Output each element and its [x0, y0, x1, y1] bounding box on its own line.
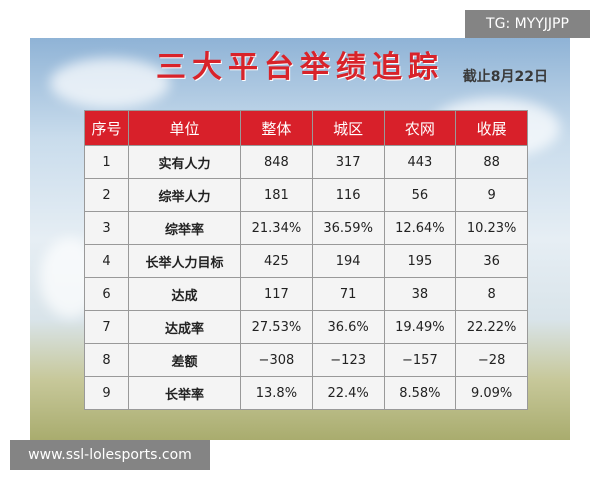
cell: 综举率	[127, 211, 242, 245]
cell: 317	[311, 145, 385, 179]
cell: 117	[240, 277, 313, 311]
cell: 实有人力	[127, 145, 242, 179]
cell: 6	[84, 277, 129, 311]
cell: 71	[311, 277, 385, 311]
cell: 195	[383, 244, 457, 278]
watermark: TG: MYYJJPP	[465, 10, 590, 38]
cell: 27.53%	[240, 310, 313, 344]
cell: 21.34%	[240, 211, 313, 245]
cell: 848	[240, 145, 313, 179]
cell: 达成率	[127, 310, 242, 344]
cell: 8	[455, 277, 528, 311]
cell: 36	[455, 244, 528, 278]
cell: 达成	[127, 277, 242, 311]
cloud	[50, 58, 170, 108]
cell: 长举人力目标	[127, 244, 242, 278]
row: 3 综举率 21.34% 36.59% 12.64% 10.23%	[84, 211, 528, 245]
cell: 8	[84, 343, 129, 377]
cell: 10.23%	[455, 211, 528, 245]
cell: 9	[84, 376, 129, 410]
cell: 443	[383, 145, 457, 179]
cell: 88	[455, 145, 528, 179]
row: 4 长举人力目标 425 194 195 36	[84, 244, 528, 278]
cell: 36.6%	[311, 310, 385, 344]
cell: 38	[383, 277, 457, 311]
cell: 长举率	[127, 376, 242, 410]
column-header: 序号	[84, 110, 129, 146]
cell: 4	[84, 244, 129, 278]
cell: 12.64%	[383, 211, 457, 245]
cell: 13.8%	[240, 376, 313, 410]
table: 序号 单位 整体 城区 农网 收展 1 实有人力 848 317 443 88 2 综举人力 181 116 5…	[84, 110, 528, 410]
cell: 22.4%	[311, 376, 385, 410]
watermark: www.ssl-lolesports.com	[10, 440, 210, 470]
cell: 3	[84, 211, 129, 245]
subtitle: 截止8月22日	[462, 69, 548, 85]
column-header: 单位	[127, 110, 242, 146]
cell: 19.49%	[383, 310, 457, 344]
row: 8 差额 −308 −123 −157 −28	[84, 343, 528, 377]
cell: 36.59%	[311, 211, 385, 245]
cell: 56	[383, 178, 457, 212]
cell: −123	[311, 343, 385, 377]
cell: 2	[84, 178, 129, 212]
cell: 1	[84, 145, 129, 179]
cell: 7	[84, 310, 129, 344]
cell: 9.09%	[455, 376, 528, 410]
cell: 8.58%	[383, 376, 457, 410]
title: 三大平台举绩追踪	[156, 50, 444, 85]
row: 2 综举人力 181 116 56 9	[84, 178, 528, 212]
cell: 181	[240, 178, 313, 212]
column-header: 城区	[311, 110, 385, 146]
cell: 116	[311, 178, 385, 212]
row: 6 达成 117 71 38 8	[84, 277, 528, 311]
cell: −157	[383, 343, 457, 377]
cell: 9	[455, 178, 528, 212]
cell: −28	[455, 343, 528, 377]
column-header: 整体	[240, 110, 313, 146]
cell: 22.22%	[455, 310, 528, 344]
row: 1 实有人力 848 317 443 88	[84, 145, 528, 179]
row: 9 长举率 13.8% 22.4% 8.58% 9.09%	[84, 376, 528, 410]
cell: 综举人力	[127, 178, 242, 212]
photo: 三大平台举绩追踪 截止8月22日 序号 单位 整体 城区 农网 收展 1 实有人力 848 317…	[30, 38, 570, 440]
cell: 194	[311, 244, 385, 278]
row: 7 达成率 27.53% 36.6% 19.49% 22.22%	[84, 310, 528, 344]
cell: 差额	[127, 343, 242, 377]
column-header: 收展	[455, 110, 528, 146]
cell: 425	[240, 244, 313, 278]
column-header: 农网	[383, 110, 457, 146]
cell: −308	[240, 343, 313, 377]
